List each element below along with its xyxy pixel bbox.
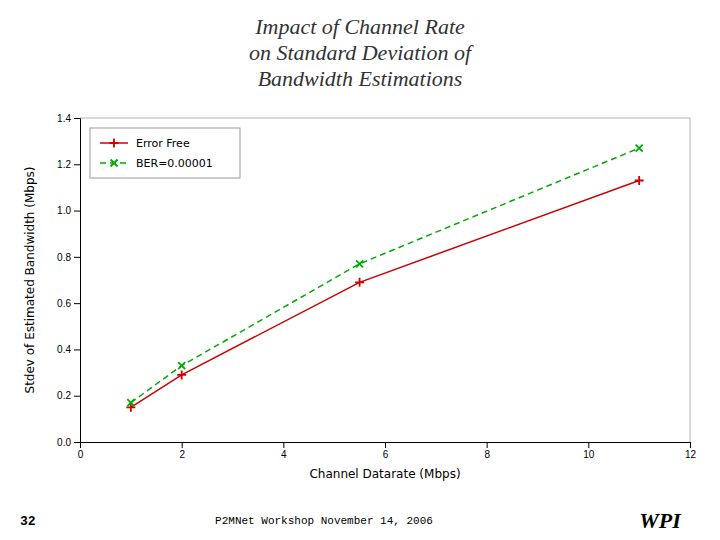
tick: 8 (484, 442, 490, 460)
x-axis: 0 2 4 6 8 10 12 (78, 442, 697, 460)
annotation: WPI (639, 508, 682, 533)
chart: Impact of Channel Rateon Standard Deviat… (0, 0, 720, 540)
tick-mark (74, 257, 80, 258)
tick-label: 0 (78, 449, 84, 460)
tick-mark (74, 303, 80, 304)
tick: 0.8 (57, 252, 80, 263)
tick: 1.0 (57, 205, 80, 216)
tick: 0.2 (57, 390, 80, 401)
tick-mark (74, 396, 80, 397)
y-axis-title: Stdev of Estimated Bandwidth (Mbps) (23, 167, 37, 394)
tick-mark (74, 349, 80, 350)
title-line: on Standard Deviation of (249, 40, 474, 65)
point-marker (355, 278, 364, 287)
tick: 0.6 (57, 298, 80, 309)
tick-mark (74, 118, 80, 119)
tick: 12 (685, 442, 697, 460)
tick: 10 (583, 442, 595, 460)
tick-mark (74, 164, 80, 165)
legend-label: Error Free (136, 137, 190, 150)
tick: 1.4 (57, 113, 80, 124)
x-axis-title: Channel Datarate (Mbps) (309, 467, 460, 481)
tick-mark (487, 442, 488, 448)
tick-mark (74, 442, 80, 443)
legend: Error Free BER=0.00001 (90, 128, 240, 178)
plot-frame (80, 118, 690, 442)
legend-marker (111, 160, 118, 167)
tick-label: 0.8 (57, 252, 71, 263)
legend-marker (110, 139, 119, 148)
y-axis: 0.0 0.2 0.4 0.6 0.8 1.0 1.2 1.4 (57, 113, 80, 448)
tick-label: 1.0 (57, 205, 71, 216)
title-line: Impact of Channel Rate (254, 14, 465, 39)
series-line (131, 148, 639, 403)
point-marker (126, 403, 135, 412)
series-line (131, 180, 639, 407)
point-marker (636, 145, 643, 152)
tick-label: 0.2 (57, 390, 71, 401)
plot-area: 0 2 4 6 8 10 12 0.0 0.2 0.4 0.6 0.8 1.0 1.2 1.4 Error F… (57, 113, 696, 460)
tick: 2 (179, 442, 185, 460)
marks (126, 145, 643, 412)
tick-label: 0.6 (57, 298, 71, 309)
axis-line (74, 119, 81, 443)
legend-item: Error Free (100, 137, 190, 150)
tick-label: 10 (583, 449, 595, 460)
tick-label: 8 (484, 449, 490, 460)
tick: 0.4 (57, 344, 80, 355)
tick-label: 4 (281, 449, 287, 460)
tick-mark (588, 442, 589, 448)
axis-line (81, 443, 691, 449)
point-marker (127, 399, 134, 406)
point-marker (177, 370, 186, 379)
tick-label: 1.4 (57, 113, 71, 124)
tick: 1.2 (57, 159, 80, 170)
legend-label: BER=0.00001 (136, 157, 213, 170)
title: Impact of Channel Rateon Standard Deviat… (249, 14, 474, 91)
tick-label: 0.0 (57, 437, 71, 448)
tick: 6 (383, 442, 389, 460)
point-marker (635, 176, 644, 185)
point-marker (178, 362, 185, 369)
tick-mark (690, 442, 691, 448)
tick: 4 (281, 442, 287, 460)
annotation: 32 (20, 514, 36, 529)
legend-frame (90, 128, 240, 178)
tick-label: 1.2 (57, 159, 71, 170)
tick-mark (385, 442, 386, 448)
tick-label: 6 (383, 449, 389, 460)
annotation: P2MNet Workshop November 14, 2006 (215, 515, 433, 527)
tick-label: 0.4 (57, 344, 71, 355)
tick: 0 (78, 442, 84, 460)
tick-mark (182, 442, 183, 448)
tick-label: 12 (685, 449, 697, 460)
legend-item: BER=0.00001 (100, 157, 213, 170)
tick-mark (74, 211, 80, 212)
point-marker (356, 260, 363, 267)
tick-mark (283, 442, 284, 448)
title-line: Bandwidth Estimations (258, 66, 463, 91)
tick-label: 2 (179, 449, 185, 460)
tick: 0.0 (57, 437, 80, 448)
